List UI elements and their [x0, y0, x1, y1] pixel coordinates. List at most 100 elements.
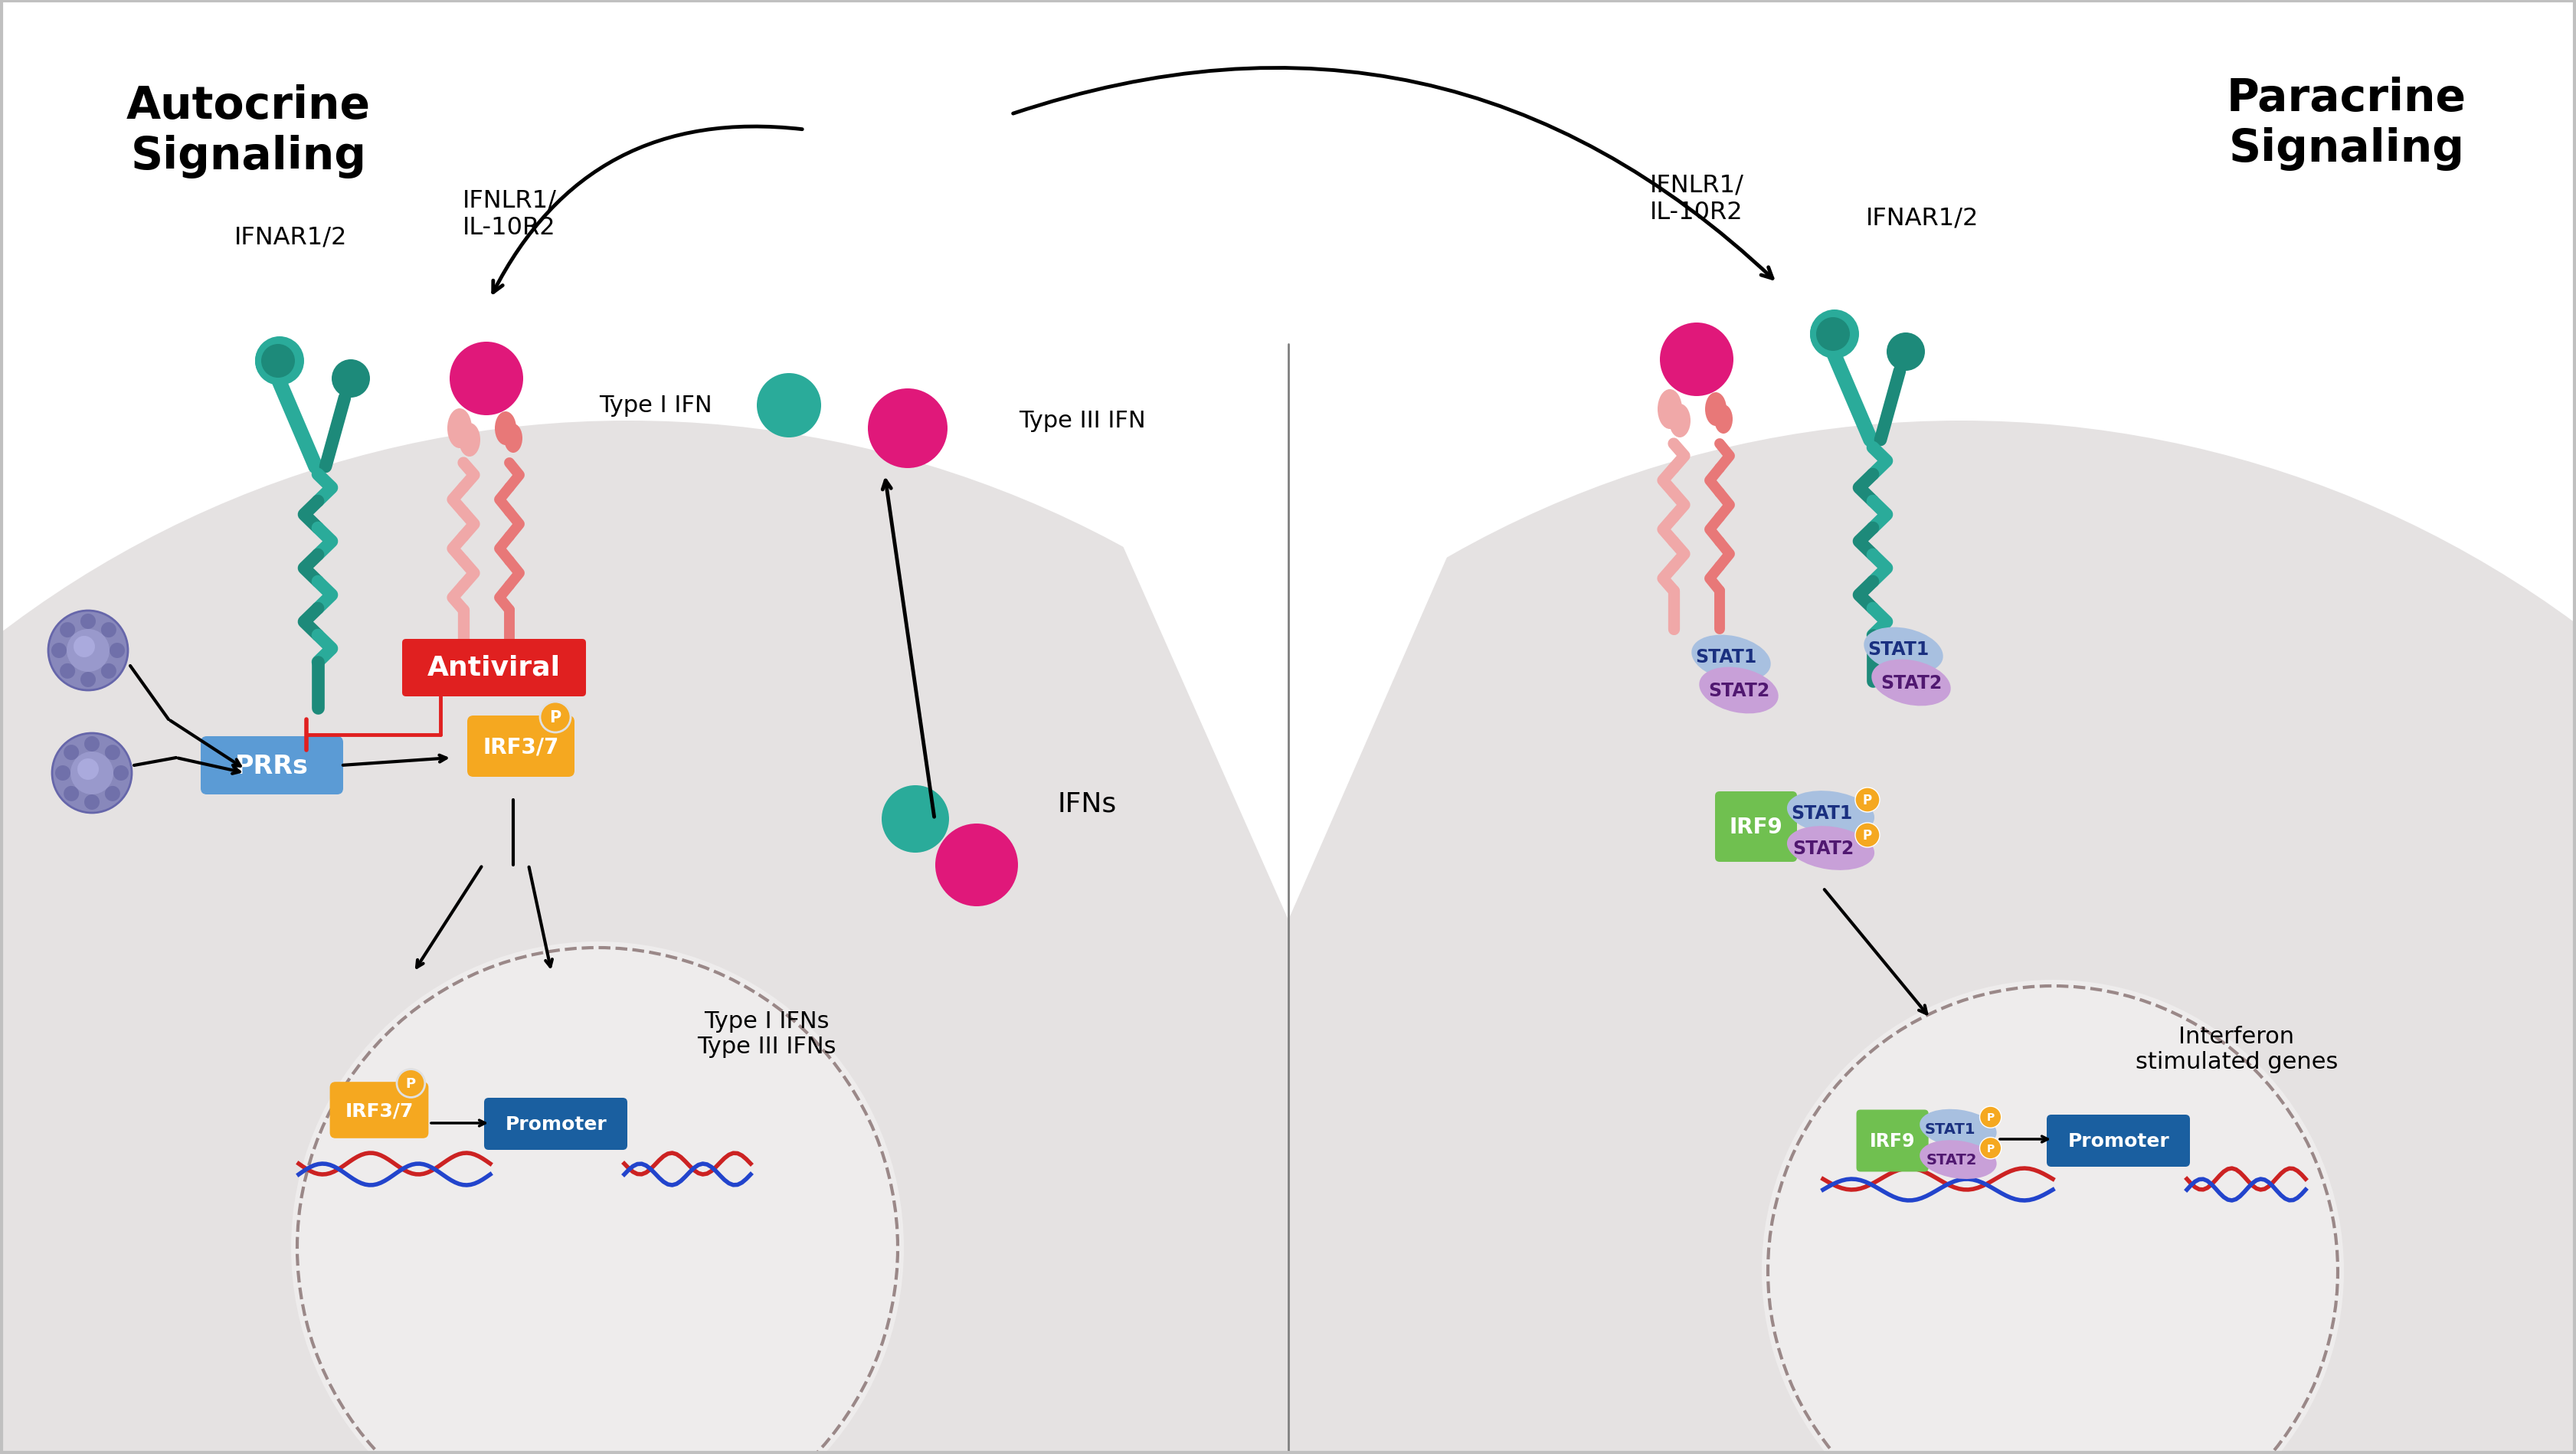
Circle shape: [80, 672, 95, 688]
FancyBboxPatch shape: [484, 1098, 629, 1150]
Circle shape: [0, 464, 1620, 1454]
Ellipse shape: [1788, 826, 1875, 871]
Circle shape: [80, 614, 95, 630]
Circle shape: [54, 766, 70, 781]
Circle shape: [1767, 986, 2339, 1454]
Text: STAT1: STAT1: [1790, 804, 1852, 823]
Text: P: P: [1862, 829, 1873, 842]
Circle shape: [927, 422, 2576, 1454]
Ellipse shape: [1713, 406, 1734, 435]
Ellipse shape: [1692, 635, 1770, 682]
Circle shape: [106, 787, 121, 801]
Text: IFNLR1/
IL-10R2: IFNLR1/ IL-10R2: [1649, 173, 1744, 225]
Text: IFNs: IFNs: [1056, 791, 1115, 817]
Ellipse shape: [448, 409, 471, 449]
Text: STAT2: STAT2: [1880, 673, 1942, 692]
Circle shape: [52, 643, 67, 659]
Text: Type III IFN: Type III IFN: [1018, 410, 1146, 432]
Circle shape: [0, 438, 1646, 1454]
FancyBboxPatch shape: [1857, 1109, 1929, 1172]
Text: Type I IFN: Type I IFN: [600, 394, 714, 417]
Circle shape: [332, 359, 371, 398]
Text: IFNAR1/2: IFNAR1/2: [234, 225, 348, 249]
Circle shape: [106, 744, 121, 760]
Circle shape: [291, 942, 904, 1454]
Circle shape: [59, 663, 75, 679]
Ellipse shape: [1669, 404, 1690, 438]
Circle shape: [956, 451, 2576, 1454]
Circle shape: [59, 622, 75, 638]
Circle shape: [881, 785, 948, 853]
Text: STAT1: STAT1: [1868, 640, 1929, 659]
Circle shape: [1816, 318, 1850, 352]
Text: Autocrine
Signaling: Autocrine Signaling: [126, 84, 371, 179]
Polygon shape: [1033, 0, 1540, 919]
Circle shape: [304, 955, 891, 1454]
Circle shape: [1855, 823, 1880, 848]
FancyBboxPatch shape: [330, 1082, 428, 1138]
Ellipse shape: [1919, 1140, 1996, 1179]
Ellipse shape: [1873, 660, 1950, 707]
Circle shape: [64, 787, 80, 801]
Circle shape: [85, 795, 100, 810]
Circle shape: [0, 427, 1656, 1454]
Ellipse shape: [1656, 390, 1682, 429]
Text: IRF3/7: IRF3/7: [482, 736, 559, 758]
Circle shape: [52, 733, 131, 813]
Circle shape: [100, 622, 116, 638]
Circle shape: [1981, 1137, 2002, 1159]
Circle shape: [935, 824, 1018, 906]
Text: P: P: [1986, 1143, 1994, 1153]
Text: Interferon
stimulated genes: Interferon stimulated genes: [2136, 1025, 2339, 1073]
Circle shape: [1811, 310, 1860, 359]
Text: Type I IFNs
Type III IFNs: Type I IFNs Type III IFNs: [698, 1009, 837, 1057]
Circle shape: [933, 427, 2576, 1454]
Text: PRRs: PRRs: [234, 753, 309, 778]
Circle shape: [255, 337, 304, 385]
Circle shape: [75, 637, 95, 657]
Text: STAT2: STAT2: [1708, 682, 1770, 699]
Circle shape: [296, 948, 896, 1454]
Circle shape: [1886, 333, 1924, 371]
Text: P: P: [407, 1076, 415, 1090]
Circle shape: [1811, 311, 1855, 358]
Ellipse shape: [1788, 791, 1875, 835]
Circle shape: [1981, 1106, 2002, 1128]
Circle shape: [943, 438, 2576, 1454]
Text: STAT2: STAT2: [1793, 839, 1855, 858]
Text: P: P: [1862, 794, 1873, 807]
Text: Paracrine
Signaling: Paracrine Signaling: [2226, 77, 2465, 170]
Circle shape: [111, 643, 124, 659]
Circle shape: [255, 339, 301, 384]
Circle shape: [67, 630, 111, 672]
Circle shape: [260, 345, 294, 378]
Text: STAT1: STAT1: [1924, 1121, 1976, 1136]
Circle shape: [85, 737, 100, 752]
Circle shape: [113, 766, 129, 781]
Circle shape: [1762, 980, 2344, 1454]
Text: IRF9: IRF9: [1728, 816, 1783, 838]
Circle shape: [100, 663, 116, 679]
Ellipse shape: [495, 411, 515, 445]
Bar: [0, 0, 2576, 345]
Circle shape: [1775, 995, 2331, 1454]
Circle shape: [451, 342, 523, 416]
Text: IFNLR1/
IL-10R2: IFNLR1/ IL-10R2: [461, 189, 556, 240]
Ellipse shape: [459, 423, 479, 457]
Text: STAT1: STAT1: [1695, 647, 1757, 666]
Circle shape: [77, 759, 98, 781]
Ellipse shape: [1700, 667, 1777, 714]
Circle shape: [868, 390, 948, 468]
Circle shape: [64, 744, 80, 760]
Ellipse shape: [1865, 628, 1942, 675]
Ellipse shape: [1919, 1109, 1996, 1149]
Text: Antiviral: Antiviral: [428, 654, 562, 680]
Text: STAT2: STAT2: [1927, 1153, 1976, 1168]
Circle shape: [757, 374, 822, 438]
Ellipse shape: [1705, 393, 1726, 426]
Text: IRF9: IRF9: [1870, 1131, 1914, 1150]
FancyBboxPatch shape: [466, 715, 574, 776]
Text: IFNAR1/2: IFNAR1/2: [1865, 206, 1978, 230]
Circle shape: [1855, 788, 1880, 813]
FancyBboxPatch shape: [201, 737, 343, 795]
